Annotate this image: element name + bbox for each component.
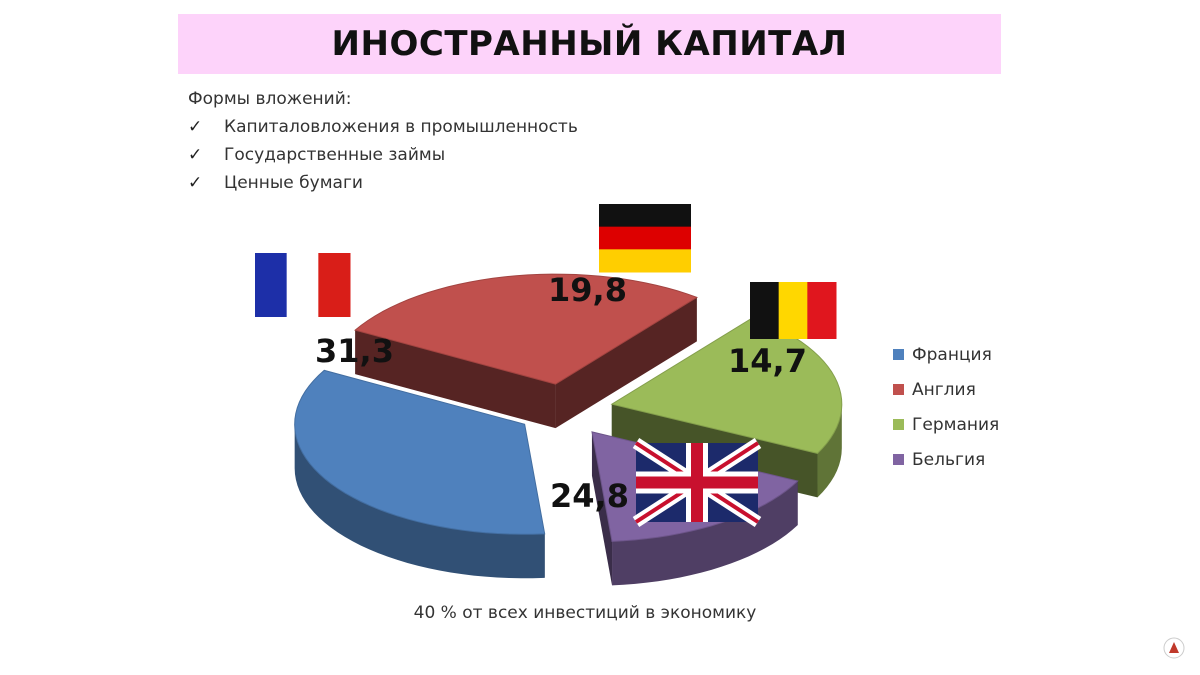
legend-item: Германия <box>893 407 999 442</box>
flag-stripe <box>599 226 691 250</box>
forms-item: ✓ Капиталовложения в промышленность <box>188 113 578 141</box>
pie-slice-wall <box>555 297 697 429</box>
flag-stripe <box>599 249 691 273</box>
title-bar: ИНОСТРАННЫЙ КАПИТАЛ <box>178 14 1001 74</box>
chart-legend: Франция Англия Германия Бельгия <box>893 337 999 477</box>
forms-item-label: Капиталовложения в промышленность <box>224 117 578 137</box>
forms-list: Формы вложений: ✓ Капиталовложения в про… <box>188 85 578 197</box>
legend-item: Бельгия <box>893 442 999 477</box>
uk-flag-icon <box>632 437 762 528</box>
legend-item: Англия <box>893 372 999 407</box>
belgium-flag-icon <box>750 282 837 339</box>
pie-slice-wall <box>355 330 556 429</box>
flag-stripe <box>778 282 808 339</box>
forms-item-label: Государственные займы <box>224 145 446 165</box>
slice-value-label: 31,3 <box>315 332 394 370</box>
slice-value-label: 14,7 <box>728 342 807 380</box>
pie-slice-side <box>294 424 545 579</box>
france-flag-icon <box>255 253 351 317</box>
pie-slice <box>294 369 546 579</box>
pie-slice-top <box>294 369 546 535</box>
flag-stripe <box>599 204 691 228</box>
slice-value-label: 19,8 <box>548 271 627 309</box>
flag-stripe <box>318 253 351 317</box>
pie-slice-side <box>817 404 842 498</box>
check-mark-icon: ✓ <box>188 173 203 193</box>
legend-label: Англия <box>912 379 976 400</box>
legend-swatch <box>893 349 904 360</box>
legend-label: Бельгия <box>912 449 986 470</box>
legend-swatch <box>893 454 904 465</box>
legend-swatch <box>893 384 904 395</box>
flag-cross-red <box>636 476 758 489</box>
flag-stripe <box>255 253 288 317</box>
flag-stripe <box>286 253 319 317</box>
flag-stripe <box>807 282 837 339</box>
pie-slice-wall <box>591 431 613 586</box>
forms-item: ✓ Ценные бумаги <box>188 169 578 197</box>
pie-slice <box>354 273 699 429</box>
forms-heading: Формы вложений: <box>188 89 352 109</box>
footnote: 40 % от всех инвестиций в экономику <box>413 603 757 623</box>
legend-label: Германия <box>912 414 1000 435</box>
flag-stripe <box>750 282 780 339</box>
corner-logo-icon <box>1163 637 1185 659</box>
germany-flag-icon <box>599 204 691 273</box>
forms-item: ✓ Государственные займы <box>188 141 578 169</box>
legend-item: Франция <box>893 337 999 372</box>
legend-swatch <box>893 419 904 430</box>
slice-value-label: 24,8 <box>550 477 629 515</box>
check-mark-icon: ✓ <box>188 117 203 137</box>
page-title: ИНОСТРАННЫЙ КАПИТАЛ <box>331 24 848 64</box>
check-mark-icon: ✓ <box>188 145 203 165</box>
forms-item-label: Ценные бумаги <box>224 173 363 193</box>
legend-label: Франция <box>912 344 992 365</box>
pie-slice-side <box>612 481 798 586</box>
pie-slice-top <box>354 273 699 385</box>
